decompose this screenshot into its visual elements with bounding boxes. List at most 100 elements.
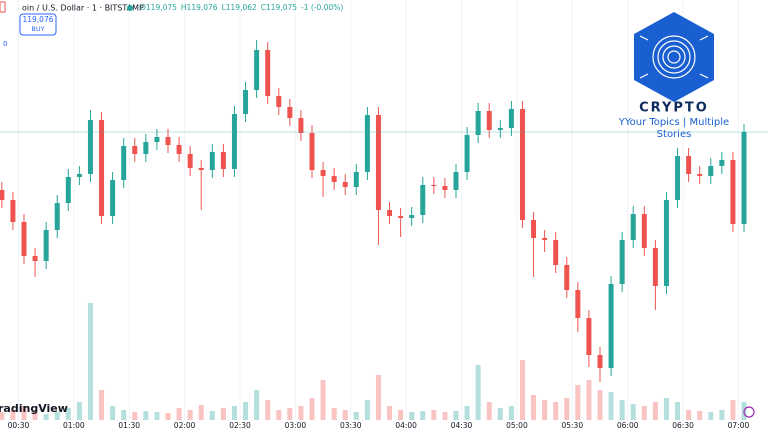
volume-bar <box>32 410 38 420</box>
volume-bar <box>586 380 592 420</box>
watermark: radingView <box>0 402 68 415</box>
volume-bar <box>675 402 681 420</box>
volume-bar <box>686 410 692 420</box>
candle-body <box>276 96 282 107</box>
candle-body <box>121 146 127 180</box>
volume-bar <box>176 408 182 420</box>
volume-bar <box>531 395 537 420</box>
volume-bar <box>187 410 193 420</box>
volume-bar <box>165 413 171 420</box>
volume-bar <box>387 406 393 420</box>
volume-bar <box>154 412 160 420</box>
volume-bar <box>663 398 669 420</box>
x-tick-label: 02:00 <box>174 421 196 430</box>
x-tick-label: 05:00 <box>506 421 528 430</box>
candle-body <box>198 168 204 170</box>
candle-body <box>741 132 747 224</box>
replay-icon[interactable] <box>743 406 755 418</box>
candle-body <box>265 50 271 96</box>
candle-body <box>76 174 82 177</box>
volume-bar <box>608 392 614 420</box>
logo-brand: CRYPTO <box>639 101 709 116</box>
logo-hexagon <box>634 12 714 102</box>
ohlc-value: O119,075 <box>140 3 177 12</box>
volume-bar <box>708 412 714 420</box>
candle-layer <box>0 40 768 382</box>
candle-body <box>0 190 5 200</box>
volume-bar <box>309 398 315 420</box>
volume-bar <box>475 365 481 420</box>
ohlc: O119,075 H119,076 L119,062 C119,075 -1 (-0.0… <box>140 3 343 12</box>
volume-bar <box>719 410 725 420</box>
volume-bar <box>143 411 149 420</box>
volume-bar <box>442 412 448 420</box>
ohlc-value: L119,062 <box>222 3 257 12</box>
candle-body <box>298 118 304 133</box>
volume-bar <box>231 406 237 420</box>
candle-body <box>686 156 692 174</box>
candle-body <box>586 318 592 355</box>
logo-fingerprint <box>639 35 709 79</box>
volume-bar <box>54 412 60 420</box>
volume-bar <box>575 385 581 420</box>
buy-price[interactable]: 119,076 <box>22 15 53 24</box>
logo-tagline: YYour Topics | Multiple <box>618 117 729 128</box>
logo: CRYPTO YYour Topics | Multiple Stories <box>618 12 729 140</box>
volume-bar <box>508 406 514 420</box>
volume-bar <box>298 406 304 420</box>
volume-bar <box>276 410 282 420</box>
volume-bar <box>641 406 647 420</box>
candle-body <box>708 166 714 176</box>
x-tick-label: 01:00 <box>63 421 85 430</box>
grid: 00:30 01:00 01:30 02:00 02:30 03:00 03:30 04:00… <box>8 0 750 430</box>
candle-body <box>21 222 27 256</box>
x-tick-label: 06:00 <box>617 421 639 430</box>
candle-body <box>209 152 215 170</box>
candle-body <box>420 185 426 215</box>
volume-bar <box>553 402 559 420</box>
volume-bar <box>364 400 370 420</box>
candle-body <box>32 256 38 261</box>
volume-bar <box>132 412 138 420</box>
volume-bar <box>76 402 82 420</box>
volume-bar <box>99 390 105 420</box>
volume-bar <box>486 402 492 420</box>
candle-body <box>453 172 459 190</box>
volume-bar <box>453 411 459 420</box>
status-dot <box>127 5 133 11</box>
ohlc-value: -1 (-0.00%) <box>301 3 343 12</box>
candle-body <box>531 220 537 238</box>
buy-button[interactable] <box>19 13 57 36</box>
volume-bar <box>87 303 93 420</box>
candle-body <box>387 210 393 216</box>
volume-bar <box>0 412 5 420</box>
volume-bar <box>220 408 226 420</box>
volume-bar <box>209 411 215 420</box>
candle-body <box>143 142 149 154</box>
candle-body <box>165 137 171 145</box>
x-tick-label: 04:30 <box>451 421 473 430</box>
candle-body <box>176 145 182 154</box>
candle-body <box>497 128 503 130</box>
candle-body <box>54 203 60 230</box>
candle-body <box>220 152 226 169</box>
candle-body <box>243 90 249 114</box>
volume-bar <box>43 414 49 420</box>
x-tick-label: 07:00 <box>728 421 750 430</box>
candle-body <box>652 248 658 286</box>
x-tick-label: 04:00 <box>395 421 417 430</box>
candle-body <box>231 114 237 169</box>
volume-bar <box>331 408 337 420</box>
ohlc-value: H119,076 <box>181 3 218 12</box>
candle-body <box>353 172 359 187</box>
x-tick-label: 02:30 <box>229 421 251 430</box>
volume-bar <box>65 408 71 420</box>
candle-body <box>663 200 669 286</box>
candle-body <box>309 133 315 170</box>
buy-label[interactable]: BUY <box>31 25 44 33</box>
candle-body <box>464 135 470 172</box>
x-tick-label: 03:30 <box>340 421 362 430</box>
ohlc-value: C119,075 <box>261 3 297 12</box>
volume-bar <box>564 398 570 420</box>
